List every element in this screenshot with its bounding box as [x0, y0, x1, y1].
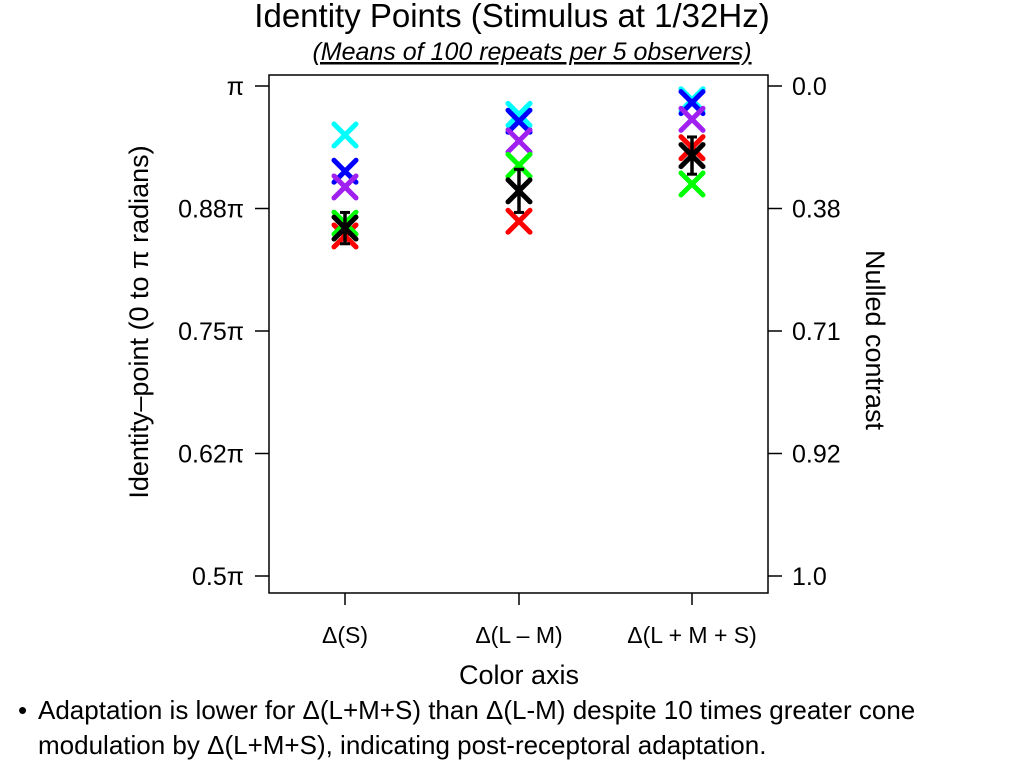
point-mark	[505, 207, 533, 235]
y-tick-label-left: 0.62π	[178, 441, 244, 469]
y-tick-label-left: 0.88π	[178, 196, 244, 224]
data-point	[678, 105, 706, 133]
data-point	[505, 207, 533, 235]
data-point	[505, 107, 533, 135]
y-tick-label-right: 1.0	[792, 563, 827, 591]
x-tick-label: Δ(S)	[322, 622, 368, 648]
y-tick-label-right: 0.0	[792, 73, 827, 101]
data-point	[678, 135, 706, 176]
data-point	[505, 167, 533, 214]
y-tick-label-right: 0.92	[792, 441, 841, 469]
data-point	[331, 173, 359, 201]
y-tick-label-left: π	[227, 73, 244, 101]
x-tick-label: Δ(L – M)	[475, 622, 562, 648]
chart-subtitle: (Means of 100 repeats per 5 observers)	[312, 38, 751, 66]
y-tick-label-right: 0.38	[792, 196, 841, 224]
y-tick-label-left: 0.75π	[178, 318, 244, 346]
data-point	[678, 170, 706, 198]
bullet-note: • Adaptation is lower for Δ(L+M+S) than …	[18, 693, 1018, 763]
data-point	[505, 151, 533, 179]
bullet-marker: •	[18, 695, 28, 725]
y-tick-label-right: 0.71	[792, 318, 841, 346]
point-mark	[505, 151, 533, 179]
point-mark	[331, 173, 359, 201]
point-mark	[331, 214, 359, 242]
x-axis-label: Color axis	[459, 660, 579, 690]
point-mark	[678, 105, 706, 133]
y-axis-label-right: Nulled contrast	[860, 250, 890, 431]
data-point	[331, 210, 359, 246]
point-mark	[505, 107, 533, 135]
x-axis: Δ(S) Δ(L – M) Δ(L + M + S)	[322, 593, 757, 648]
data-point	[505, 100, 533, 128]
data-points	[331, 86, 706, 250]
point-mark	[505, 100, 533, 128]
y-axis-right: 0.0 0.38 0.71 0.92 1.0	[768, 73, 841, 591]
point-mark	[505, 177, 533, 205]
data-point	[505, 127, 533, 155]
chart-title: Identity Points (Stimulus at 1/32Hz)	[254, 0, 769, 34]
point-mark	[678, 142, 706, 170]
x-tick-label: Δ(L + M + S)	[627, 622, 757, 648]
point-mark	[678, 170, 706, 198]
data-point	[331, 121, 359, 149]
y-tick-label-left: 0.5π	[192, 563, 244, 591]
point-mark	[505, 127, 533, 155]
y-axis-left: π 0.88π 0.75π 0.62π 0.5π	[178, 73, 269, 591]
y-axis-label: Identity–point (0 to π radians)	[124, 145, 154, 498]
point-mark	[331, 121, 359, 149]
bullet-text: Adaptation is lower for Δ(L+M+S) than Δ(…	[38, 695, 916, 760]
